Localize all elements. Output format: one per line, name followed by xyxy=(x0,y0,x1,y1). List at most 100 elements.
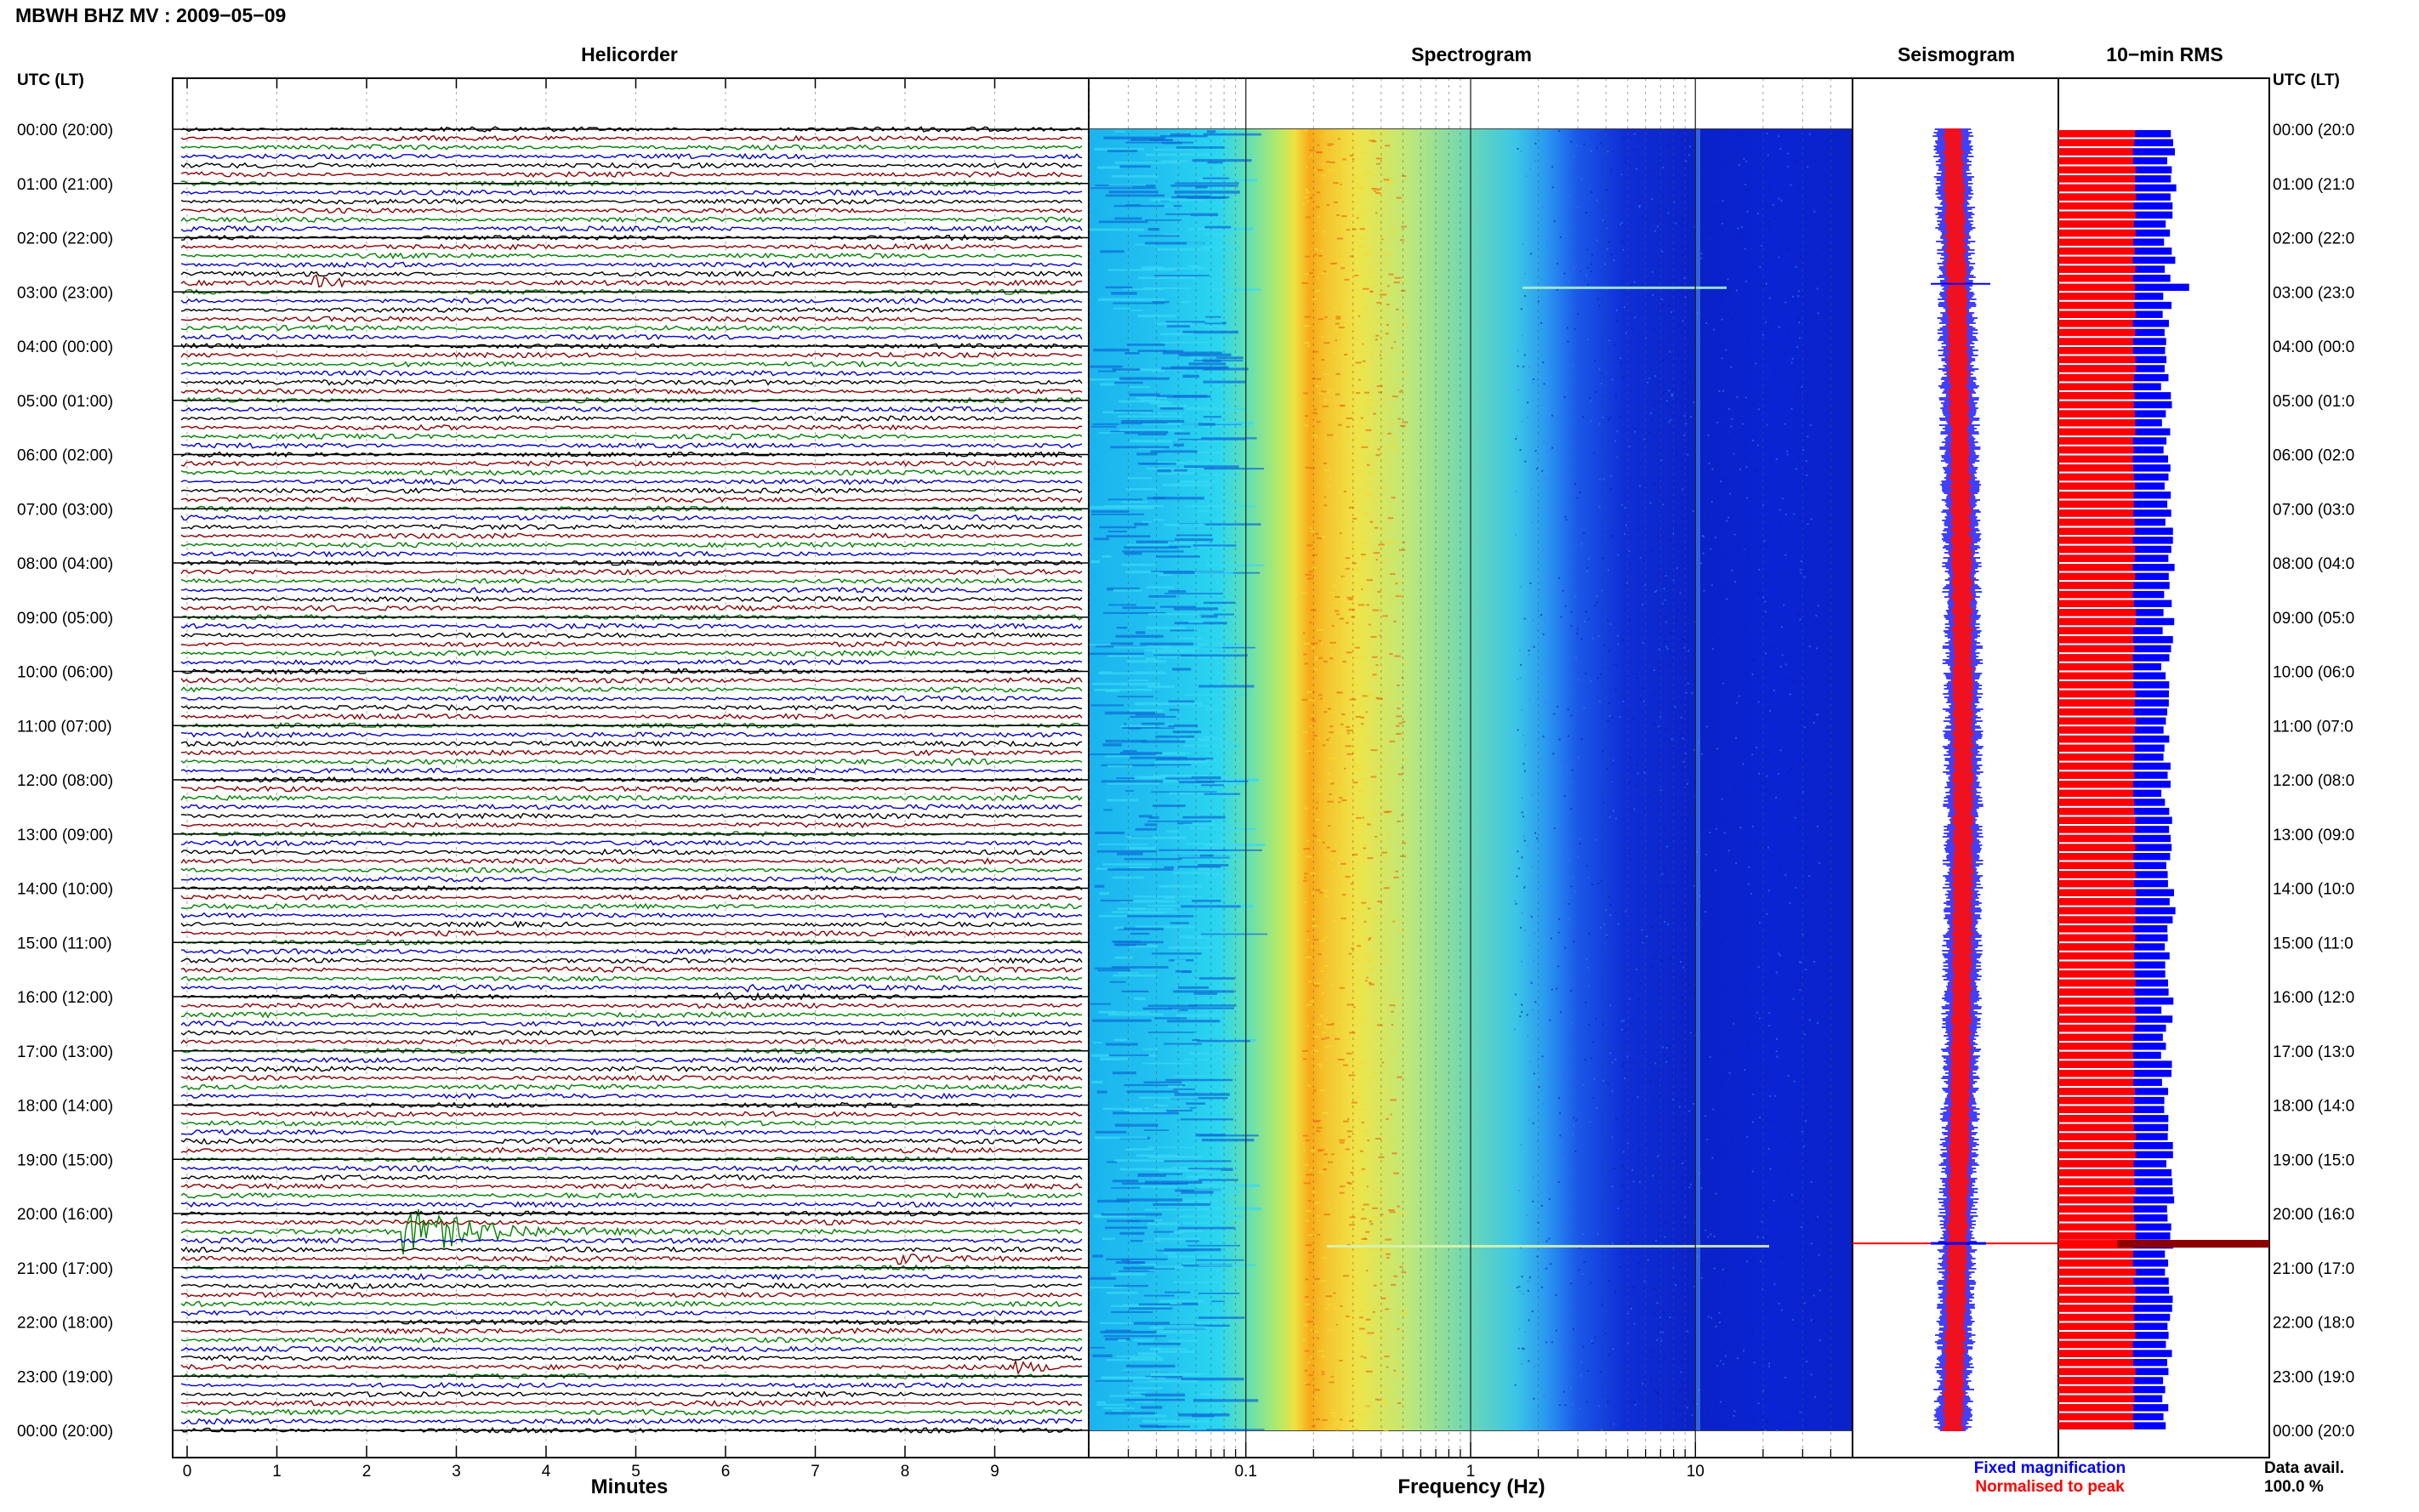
spectrogram-speckle xyxy=(1541,469,1544,472)
helicorder-trace xyxy=(180,577,1083,585)
spectrogram-speckle xyxy=(1740,736,1743,739)
spectrogram-streak xyxy=(1096,1090,1107,1094)
spectrogram-speckle xyxy=(1799,827,1801,830)
spectrogram-speckle xyxy=(1754,1153,1756,1156)
spectrogram-streak xyxy=(1201,1139,1255,1142)
spectrogram-speckle xyxy=(1596,1106,1598,1109)
spectrogram-speckle xyxy=(1816,1215,1819,1218)
spectrogram-speckle xyxy=(1392,736,1395,738)
spectrogram-speckle xyxy=(1516,1287,1518,1289)
spectrogram-streak xyxy=(1095,831,1125,834)
spectrogram-speckle xyxy=(1355,1429,1358,1431)
spectrogram-speckle xyxy=(1360,542,1367,544)
spectrogram-streak xyxy=(1158,1350,1197,1354)
time-label-right: 11:00 (07:0 xyxy=(2273,718,2354,736)
spectrogram-speckle xyxy=(1340,267,1346,270)
minute-tick-label: 9 xyxy=(990,1463,999,1481)
spectrogram-speckle xyxy=(1721,318,1723,321)
spectrogram-speckle xyxy=(1339,1141,1345,1144)
spectrogram-streak xyxy=(1192,321,1227,325)
helicorder-trace xyxy=(180,966,1083,974)
spectrogram-speckle xyxy=(1369,983,1375,986)
spectrogram-speckle xyxy=(1370,776,1377,778)
spectrogram-speckle xyxy=(1383,394,1387,396)
spectrogram-speckle xyxy=(1671,532,1674,535)
spectrogram-streak xyxy=(1121,368,1187,371)
spectrogram-streak xyxy=(1142,1419,1209,1424)
spectrogram-speckle xyxy=(1312,719,1317,722)
spectrogram-speckle xyxy=(1349,154,1353,156)
spectrogram-speckle xyxy=(1344,834,1347,837)
spectrogram-streak xyxy=(1141,1393,1186,1397)
spectrogram-speckle xyxy=(1750,893,1752,895)
spectrogram-speckle xyxy=(1590,679,1592,682)
spectrogram-streak xyxy=(1127,660,1168,663)
spectrogram-speckle xyxy=(1538,817,1540,820)
spectrogram-speckle xyxy=(1393,1172,1399,1174)
spectrogram-streak xyxy=(1171,1166,1188,1169)
spectrogram-streak xyxy=(1123,750,1137,753)
spectrogram-speckle xyxy=(1317,215,1320,218)
spectrogram-speckle xyxy=(1346,1117,1350,1120)
spectrogram-speckle xyxy=(1550,165,1552,168)
data-avail-label: Data avail. xyxy=(2264,1459,2344,1477)
spectrogram-streak xyxy=(1107,782,1160,785)
spectrogram-streak xyxy=(1136,452,1158,456)
spectrogram-speckle xyxy=(1346,651,1352,654)
spectrogram-speckle xyxy=(1793,162,1796,165)
spectrogram-speckle xyxy=(1523,354,1526,356)
spectrogram-speckle xyxy=(1521,912,1523,914)
spectrogram-streak xyxy=(1116,369,1165,372)
spectrogram-streak xyxy=(1124,858,1182,861)
spectrogram-speckle xyxy=(1816,1022,1819,1025)
spectrogram-speckle xyxy=(1638,485,1641,487)
spectrogram-speckle xyxy=(1656,1302,1659,1305)
spectrogram-speckle xyxy=(1736,1235,1739,1237)
spectrogram-streak xyxy=(1113,1038,1127,1042)
rms-normalised-bar xyxy=(2058,184,2136,192)
spectrogram-streak xyxy=(1117,415,1183,418)
spectrogram-streak xyxy=(1148,595,1176,598)
spectrogram-speckle xyxy=(1723,1285,1726,1287)
spectrogram-speckle xyxy=(1789,693,1791,696)
spectrogram-speckle xyxy=(1801,385,1803,388)
spectrogram-speckle xyxy=(1541,1055,1544,1058)
spectrogram-speckle xyxy=(1320,1037,1326,1040)
spectrogram-speckle xyxy=(1600,382,1602,384)
rms-normalised-bar xyxy=(2058,735,2133,743)
spectrogram-speckle xyxy=(1705,1301,1708,1304)
spectrogram-speckle xyxy=(1798,321,1801,324)
spectrogram-streak xyxy=(1156,395,1208,398)
spectrogram-speckle xyxy=(1634,316,1636,319)
spectrogram-speckle xyxy=(1523,886,1526,889)
spectrogram-speckle xyxy=(1316,1023,1322,1026)
rms-normalised-bar xyxy=(2058,1088,2135,1095)
spectrogram-speckle xyxy=(1314,1277,1320,1280)
spectrogram-speckle xyxy=(1819,1339,1821,1342)
rms-normalised-bar xyxy=(2058,744,2135,752)
spectrogram-streak xyxy=(1194,571,1233,575)
spectrogram-speckle xyxy=(1620,222,1623,225)
spectrogram-streak xyxy=(1113,410,1153,413)
spectrogram-speckle xyxy=(1365,399,1371,401)
helicorder-trace xyxy=(180,1300,1083,1308)
spectrogram-speckle xyxy=(1807,177,1810,179)
spectrogram-speckle xyxy=(1683,1219,1686,1221)
spectrogram-streak xyxy=(1139,1096,1198,1099)
spectrogram-speckle xyxy=(1328,757,1335,759)
spectrogram-speckle xyxy=(1783,759,1785,761)
spectrogram-speckle xyxy=(1317,1233,1321,1236)
spectrogram-speckle xyxy=(1777,772,1779,775)
spectrogram-streak xyxy=(1188,362,1227,366)
spectrogram-speckle xyxy=(1548,1197,1551,1200)
spectrogram-speckle xyxy=(1329,657,1334,660)
spectrogram-speckle xyxy=(1632,717,1635,719)
spectrogram-speckle xyxy=(1807,1221,1810,1224)
spectrogram-streak xyxy=(1178,438,1246,441)
spectrogram-speckle xyxy=(1335,731,1342,734)
spectrogram-streak xyxy=(1145,1208,1209,1211)
spectrogram-speckle xyxy=(1591,191,1593,194)
spectrogram-streak xyxy=(1197,1039,1251,1043)
spectrogram-streak xyxy=(1108,184,1147,186)
spectrogram-speckle xyxy=(1335,639,1339,641)
